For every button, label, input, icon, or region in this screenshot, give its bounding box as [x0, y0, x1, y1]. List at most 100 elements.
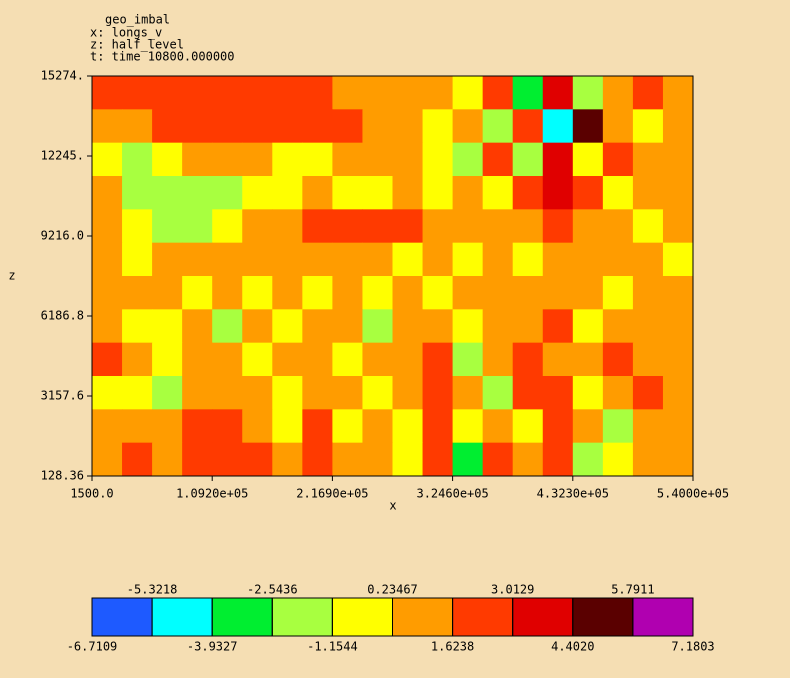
heatmap-cell — [152, 209, 183, 244]
heatmap-cell — [152, 376, 183, 410]
heatmap-cell — [542, 76, 574, 110]
heatmap-cell — [602, 142, 634, 177]
heatmap-cell — [602, 409, 634, 444]
heatmap-cell — [572, 409, 604, 444]
heatmap-cell — [602, 276, 634, 310]
heatmap-cell — [92, 209, 123, 244]
colorbar-tick-label: 7.1803 — [671, 640, 714, 654]
heatmap-cell — [512, 276, 544, 310]
heatmap-cell — [92, 376, 123, 410]
heatmap-cell — [482, 209, 514, 244]
heatmap-cell — [332, 276, 363, 310]
heatmap-cell — [392, 309, 424, 344]
heatmap-cell — [542, 209, 574, 244]
heatmap-cell — [392, 109, 424, 144]
heatmap-cell — [302, 409, 333, 444]
heatmap-cell — [452, 176, 484, 210]
heatmap-cell — [572, 342, 604, 377]
heatmap-cell — [572, 309, 604, 344]
heatmap-cell — [212, 142, 243, 177]
heatmap-cell — [152, 76, 183, 110]
heatmap-cell — [272, 142, 303, 177]
heatmap-cell — [302, 276, 333, 310]
heatmap-cell — [362, 442, 393, 477]
heatmap-cell — [662, 242, 694, 277]
heatmap-cell — [242, 309, 273, 344]
heatmap-cell — [542, 176, 574, 210]
heatmap-cell — [182, 142, 213, 177]
heatmap-cell — [122, 242, 153, 277]
heatmap-cell — [452, 242, 484, 277]
heatmap-cell — [422, 309, 454, 344]
x-tick-label: 4.3230e+05 — [537, 487, 609, 501]
colorbar-tick-label: 3.0129 — [491, 583, 534, 597]
annotation: t: time 10800.000000 — [90, 50, 235, 64]
heatmap-cell — [482, 142, 514, 177]
heatmap-cell — [512, 109, 544, 144]
heatmap-cell — [362, 109, 393, 144]
y-tick-label: 15274. — [41, 69, 84, 83]
colorbar-tick-label: -3.9327 — [187, 640, 238, 654]
heatmap-cell — [632, 242, 664, 277]
heatmap-cell — [122, 276, 153, 310]
heatmap-cell — [662, 376, 694, 410]
heatmap-cell — [422, 409, 454, 444]
y-tick-label: 6186.8 — [41, 308, 84, 322]
heatmap-cell — [272, 376, 303, 410]
heatmap-cell — [182, 176, 213, 210]
heatmap-cell — [392, 142, 424, 177]
heatmap-cell — [452, 209, 484, 244]
heatmap-cell — [632, 342, 664, 377]
colorbar-segment — [572, 597, 634, 637]
heatmap-cell — [452, 309, 484, 344]
heatmap-cell — [242, 142, 273, 177]
y-tick-label: 12245. — [41, 148, 84, 162]
heatmap-cell — [122, 76, 153, 110]
x-tick-label: 3.2460e+05 — [416, 487, 488, 501]
heatmap-cell — [452, 376, 484, 410]
heatmap-cell — [212, 209, 243, 244]
heatmap-cell — [632, 276, 664, 310]
heatmap-cell — [332, 209, 363, 244]
heatmap-cell — [92, 76, 123, 110]
heatmap-cell — [392, 276, 424, 310]
heatmap-cell — [332, 309, 363, 344]
heatmap-cell — [512, 376, 544, 410]
heatmap-cell — [512, 309, 544, 344]
heatmap-cell — [302, 76, 333, 110]
heatmap-cell — [542, 309, 574, 344]
colorbar-tick-label: 5.7911 — [611, 583, 654, 597]
heatmap-cell — [632, 409, 664, 444]
heatmap-cell — [662, 142, 694, 177]
heatmap-cell — [482, 276, 514, 310]
heatmap-cell — [542, 109, 574, 144]
colorbar-segment — [91, 597, 153, 637]
heatmap-cell — [512, 176, 544, 210]
heatmap-cell — [242, 342, 273, 377]
heatmap-cell — [542, 142, 574, 177]
heatmap-cell — [662, 276, 694, 310]
heatmap-cell — [332, 342, 363, 377]
heatmap-cell — [362, 276, 393, 310]
heatmap-cell — [482, 242, 514, 277]
heatmap-cell — [302, 342, 333, 377]
heatmap-cell — [272, 176, 303, 210]
annotation: z: half_level — [90, 38, 184, 52]
heatmap-cell — [422, 142, 454, 177]
heatmap-cell — [452, 276, 484, 310]
colorbar-tick-label: -6.7109 — [67, 640, 118, 654]
heatmap-cell — [182, 76, 213, 110]
heatmap-cell — [242, 209, 273, 244]
heatmap-cell — [602, 209, 634, 244]
heatmap-cell — [632, 109, 664, 144]
heatmap-cell — [362, 309, 393, 344]
y-tick-label: 9216.0 — [41, 228, 84, 242]
heatmap-cell — [182, 409, 213, 444]
chart-title: geo_imbal — [105, 13, 170, 27]
heatmap-cell — [602, 109, 634, 144]
x-axis-label: x — [389, 499, 396, 513]
heatmap-cell — [212, 409, 243, 444]
heatmap-cell — [92, 342, 123, 377]
heatmap-cell — [122, 309, 153, 344]
